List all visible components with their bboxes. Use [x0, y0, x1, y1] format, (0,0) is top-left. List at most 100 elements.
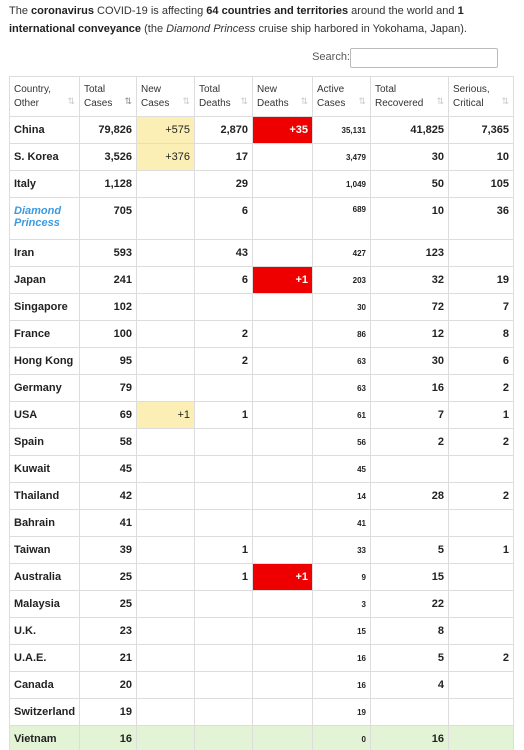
cell-active-cases: 35,131	[312, 116, 371, 144]
cell-active-cases: 14	[312, 482, 371, 510]
sort-arrows-icon: ⇅	[124, 96, 131, 106]
cell-total-cases: 41	[79, 509, 137, 537]
cell-active-cases: 30	[312, 293, 371, 321]
cell-serious-critical: 8	[448, 320, 514, 348]
cell-new-deaths: +1	[252, 563, 313, 591]
cell-total-deaths: 2	[194, 347, 253, 375]
cell-new-cases	[136, 239, 195, 267]
cell-active-cases: 63	[312, 374, 371, 402]
cell-total-deaths: 2	[194, 320, 253, 348]
cell-serious-critical: 2	[448, 374, 514, 402]
intro-segment: COVID-19 is affecting	[93, 5, 207, 17]
cell-active-cases: 86	[312, 320, 371, 348]
column-header-active-cases[interactable]: Active Cases ⇅	[312, 76, 371, 117]
cell-new-deaths	[252, 239, 313, 267]
cell-total-recovered: 28	[370, 482, 449, 510]
cell-total-deaths: 1	[194, 536, 253, 564]
cell-total-recovered: 22	[370, 590, 449, 618]
cell-country[interactable]: Diamond Princess	[9, 197, 80, 240]
cell-new-cases: +1	[136, 401, 195, 429]
cell-country: Vietnam	[9, 725, 80, 750]
cell-active-cases: 689	[312, 197, 371, 240]
cell-total-cases: 16	[79, 725, 137, 750]
cell-serious-critical: 2	[448, 428, 514, 456]
sort-arrows-icon: ⇅	[240, 96, 247, 106]
cell-country: France	[9, 320, 80, 348]
cell-total-deaths	[194, 725, 253, 750]
cell-serious-critical: 2	[448, 644, 514, 672]
cell-active-cases: 203	[312, 266, 371, 294]
header-row: Country, Other ⇅ Total Cases ⇅ New Cases ⇅ Tot…	[9, 76, 514, 117]
cell-new-cases	[136, 698, 195, 726]
table-row: Japan 241 6 +1 203 32 19	[9, 266, 514, 294]
cell-country: Malaysia	[9, 590, 80, 618]
cell-total-recovered: 41,825	[370, 116, 449, 144]
cell-new-cases	[136, 293, 195, 321]
table-body: China 79,826 +575 2,870 +35 35,131 41,825 7,365…	[9, 116, 514, 750]
cell-new-deaths	[252, 320, 313, 348]
cell-new-cases	[136, 455, 195, 483]
cell-total-deaths	[194, 590, 253, 618]
cell-new-cases	[136, 725, 195, 750]
table-row: Bahrain 41 41	[9, 509, 514, 537]
cell-country: Japan	[9, 266, 80, 294]
cell-total-recovered: 2	[370, 428, 449, 456]
table-row: Taiwan 39 1 33 5 1	[9, 536, 514, 564]
cell-new-deaths	[252, 698, 313, 726]
cell-serious-critical: 7,365	[448, 116, 514, 144]
cell-new-deaths	[252, 671, 313, 699]
cell-total-recovered: 4	[370, 671, 449, 699]
cell-total-cases: 241	[79, 266, 137, 294]
cell-serious-critical	[448, 455, 514, 483]
intro-segment: cruise ship harbored in Yokohama, Japan)…	[255, 23, 467, 35]
cell-new-deaths	[252, 482, 313, 510]
cell-new-deaths	[252, 590, 313, 618]
column-header-label: Country, Other	[14, 83, 52, 109]
cell-total-cases: 1,128	[79, 170, 137, 198]
table-row: S. Korea 3,526 +376 17 3,479 30 10	[9, 143, 514, 171]
cell-serious-critical: 2	[448, 482, 514, 510]
cell-total-deaths	[194, 482, 253, 510]
sort-arrows-icon: ⇅	[300, 96, 307, 106]
table-row: Diamond Princess 705 6 689 10 36	[9, 197, 514, 240]
table-row: Canada 20 16 4	[9, 671, 514, 699]
cell-serious-critical: 36	[448, 197, 514, 240]
table-row: France 100 2 86 12 8	[9, 320, 514, 348]
sort-arrows-icon: ⇅	[67, 96, 74, 106]
cell-total-deaths: 6	[194, 266, 253, 294]
column-header-country[interactable]: Country, Other ⇅	[9, 76, 80, 117]
cell-new-deaths	[252, 197, 313, 240]
cell-new-cases	[136, 266, 195, 294]
column-header-label: Serious, Critical	[453, 83, 490, 109]
cell-total-cases: 79	[79, 374, 137, 402]
column-header-total-cases[interactable]: Total Cases ⇅	[79, 76, 137, 117]
cell-new-deaths	[252, 509, 313, 537]
table-row: U.A.E. 21 16 5 2	[9, 644, 514, 672]
column-header-new-cases[interactable]: New Cases ⇅	[136, 76, 195, 117]
cell-serious-critical	[448, 617, 514, 645]
search-bar: Search:	[0, 48, 524, 70]
cell-country: Iran	[9, 239, 80, 267]
cell-country: U.A.E.	[9, 644, 80, 672]
cell-country: Kuwait	[9, 455, 80, 483]
column-header-new-deaths[interactable]: New Deaths ⇅	[252, 76, 313, 117]
cell-serious-critical	[448, 698, 514, 726]
search-input[interactable]	[350, 48, 498, 68]
cell-new-deaths	[252, 644, 313, 672]
cell-country: Thailand	[9, 482, 80, 510]
column-header-serious-critical[interactable]: Serious, Critical ⇅	[448, 76, 514, 117]
cell-total-recovered: 30	[370, 347, 449, 375]
cell-total-recovered: 15	[370, 563, 449, 591]
cell-total-deaths	[194, 617, 253, 645]
cell-country: Singapore	[9, 293, 80, 321]
cell-country: Bahrain	[9, 509, 80, 537]
column-header-total-recovered[interactable]: Total Recovered ⇅	[370, 76, 449, 117]
table-row: Germany 79 63 16 2	[9, 374, 514, 402]
cell-total-recovered: 7	[370, 401, 449, 429]
cell-active-cases: 0	[312, 725, 371, 750]
cell-serious-critical	[448, 239, 514, 267]
cell-active-cases: 45	[312, 455, 371, 483]
cell-serious-critical: 7	[448, 293, 514, 321]
column-header-total-deaths[interactable]: Total Deaths ⇅	[194, 76, 253, 117]
